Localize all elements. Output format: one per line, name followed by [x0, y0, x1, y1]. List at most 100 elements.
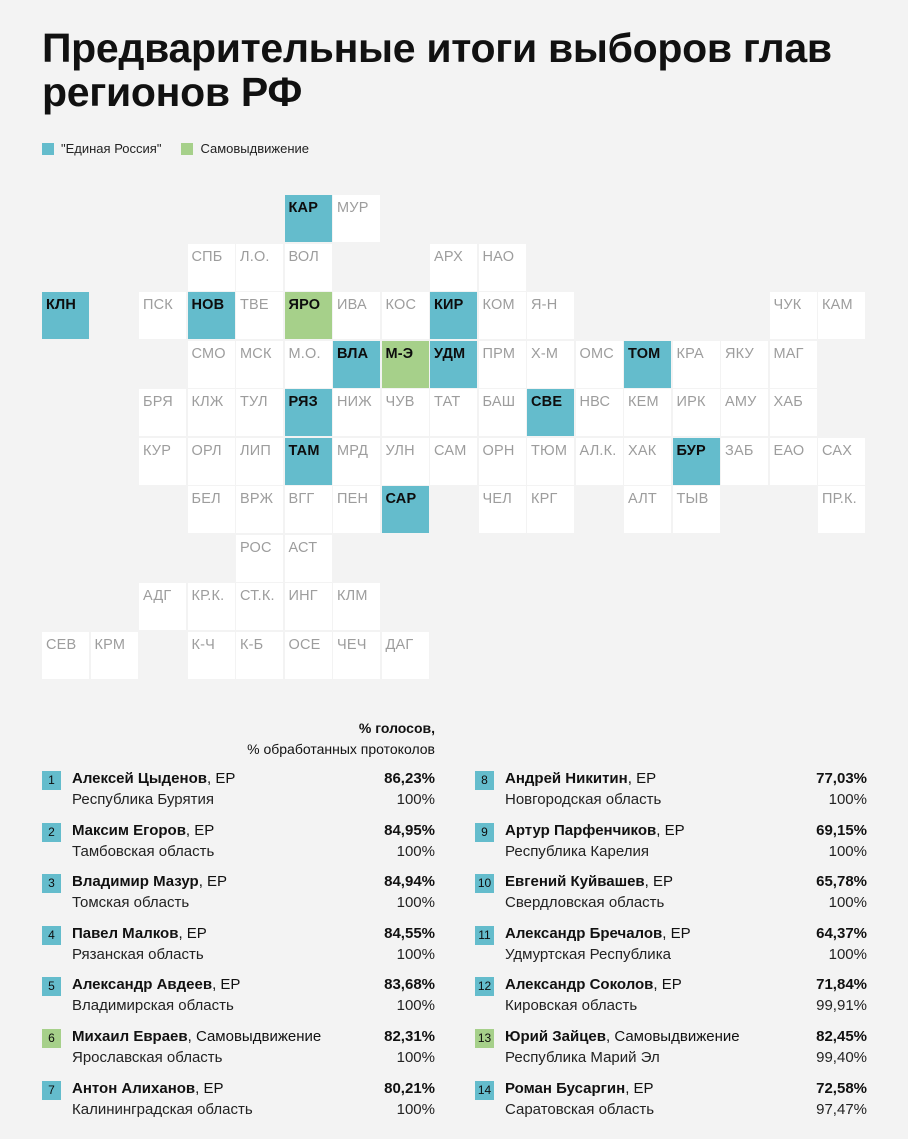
- result-row: 7 Антон Алиханов, ЕР Калининградская облас…: [42, 1076, 435, 1128]
- region-tile: НИЖ: [333, 389, 380, 436]
- region-tile: КЛН: [42, 292, 89, 339]
- region-tile: НОВ: [187, 292, 235, 339]
- region-tile: ЛИП: [236, 437, 283, 485]
- region-tile: КРГ: [527, 486, 574, 533]
- region-tile: РЯЗ: [284, 389, 332, 436]
- region-tile: Х-М: [527, 340, 574, 388]
- region-tile: УДМ: [430, 340, 477, 388]
- processed-percent: 100%: [828, 842, 867, 860]
- candidate-name-line: Михаил Евраев, Самовыдвижение: [72, 1027, 322, 1045]
- rank-badge: 9: [475, 822, 494, 842]
- candidate-region: Владимирская область: [72, 997, 234, 1015]
- result-row: 5 Александр Авдеев, ЕР Владимирская област…: [42, 972, 435, 1024]
- region-tile: КЛЖ: [187, 389, 235, 436]
- region-tile: ЧУК: [769, 292, 817, 339]
- region-tile: Я-Н: [527, 292, 574, 339]
- region-tile: БРЯ: [139, 389, 186, 436]
- vote-percent: 64,37%: [816, 924, 867, 942]
- rank-badge: 12: [475, 977, 494, 997]
- region-tile: ЗАБ: [721, 437, 768, 485]
- rank-badge: 14: [475, 1080, 494, 1100]
- vote-percent: 80,21%: [384, 1079, 435, 1097]
- vote-percent: 84,95%: [384, 821, 435, 839]
- result-row: 14 Роман Бусаргин, ЕР Саратовская область 7…: [475, 1076, 867, 1128]
- candidate-name-line: Юрий Зайцев, Самовыдвижение: [505, 1027, 740, 1045]
- vote-percent: 84,94%: [384, 873, 435, 891]
- candidate-name: Евгений Куйвашев: [505, 873, 645, 891]
- rank-badge: 8: [475, 771, 494, 790]
- region-tile: КР.К.: [187, 583, 235, 630]
- result-row: 10 Евгений Куйвашев, ЕР Свердловская облас…: [475, 869, 867, 921]
- region-tile: ВЛА: [333, 340, 380, 388]
- candidate-name-line: Антон Алиханов, ЕР: [72, 1079, 224, 1097]
- result-row: 12 Александр Соколов, ЕР Кировская область…: [475, 972, 867, 1024]
- region-tile: АЛ.К.: [575, 437, 623, 485]
- region-tile: ЕАО: [769, 437, 817, 485]
- region-tile: КЛМ: [333, 583, 380, 630]
- region-tile: САР: [381, 486, 429, 533]
- legend-swatch-er: [42, 142, 54, 155]
- region-tile: ХАК: [624, 437, 671, 485]
- results-header-protocols: % обработанных протоколов: [247, 741, 435, 757]
- vote-percent: 71,84%: [816, 976, 867, 994]
- region-tile: КРА: [672, 340, 720, 388]
- region-tile: ОСЕ: [284, 631, 332, 679]
- region-tile: ИРК: [672, 389, 720, 436]
- region-tile: М-Э: [381, 340, 429, 388]
- region-tile: ТАМ: [284, 437, 332, 485]
- legend-swatch-sv: [181, 142, 194, 155]
- legend-item-sv: Самовыдвижение: [181, 141, 309, 156]
- region-tile: АЛТ: [624, 486, 671, 533]
- region-tile: КЕМ: [624, 389, 671, 436]
- processed-percent: 97,47%: [816, 1100, 867, 1118]
- candidate-party: ЕР: [194, 821, 215, 839]
- region-tile: МСК: [236, 340, 283, 388]
- region-tile: СВЕ: [527, 389, 574, 436]
- candidate-region: Саратовская область: [505, 1100, 655, 1118]
- candidate-name: Алексей Цыденов: [72, 770, 207, 787]
- candidate-name-line: Андрей Никитин, ЕР: [505, 770, 657, 787]
- result-row: 6 Михаил Евраев, Самовыдвижение Ярославска…: [42, 1024, 435, 1076]
- region-tile: БУР: [672, 437, 720, 485]
- region-tile: КИР: [430, 292, 477, 339]
- candidate-party: ЕР: [203, 1079, 224, 1097]
- result-row: 13 Юрий Зайцев, Самовыдвижение Республика …: [475, 1024, 867, 1076]
- region-tile: ИВА: [333, 292, 380, 339]
- vote-percent: 86,23%: [384, 770, 435, 787]
- region-tile: ТЫВ: [672, 486, 720, 533]
- region-tile: АСТ: [284, 534, 332, 582]
- region-tile: ТУЛ: [236, 389, 283, 436]
- results-list-left: 1 Алексей Цыденов, ЕР Республика Бурятия 86…: [42, 766, 435, 1127]
- region-tile: СМО: [187, 340, 235, 388]
- candidate-region: Новгородская область: [505, 791, 662, 808]
- rank-badge: 7: [42, 1080, 61, 1100]
- region-tile: БАШ: [478, 389, 526, 436]
- processed-percent: 100%: [396, 1048, 435, 1066]
- candidate-region: Ярославская область: [72, 1048, 223, 1066]
- region-tile: АМУ: [721, 389, 768, 436]
- candidate-party: ЕР: [664, 821, 685, 839]
- processed-percent: 99,40%: [816, 1048, 867, 1066]
- candidate-region: Тамбовская область: [72, 842, 215, 860]
- region-tile: ПР.К.: [818, 486, 865, 533]
- region-tile: ЧЕЛ: [478, 486, 526, 533]
- result-row: 11 Александр Бречалов, ЕР Удмуртская Респу…: [475, 921, 867, 973]
- candidate-party: ЕР: [661, 976, 682, 994]
- result-row: 3 Владимир Мазур, ЕР Томская область 84,94%…: [42, 869, 435, 921]
- region-tile: СЕВ: [42, 631, 89, 679]
- candidate-name: Владимир Мазур: [72, 873, 199, 891]
- region-tile: ТВЕ: [236, 292, 283, 339]
- rank-badge: 1: [42, 771, 61, 790]
- processed-percent: 100%: [396, 894, 435, 912]
- candidate-name-line: Александр Бречалов, ЕР: [505, 924, 691, 942]
- region-tile: ТОМ: [624, 340, 671, 388]
- region-tile: МУР: [333, 195, 380, 242]
- vote-percent: 72,58%: [816, 1079, 867, 1097]
- candidate-name-line: Роман Бусаргин, ЕР: [505, 1079, 654, 1097]
- candidate-name: Александр Соколов: [505, 976, 654, 994]
- region-tile: ЧУВ: [381, 389, 429, 436]
- result-row: 8 Андрей Никитин, ЕР Новгородская область 7…: [475, 766, 867, 818]
- result-row: 2 Максим Егоров, ЕР Тамбовская область 84,9…: [42, 818, 435, 870]
- candidate-name-line: Максим Егоров, ЕР: [72, 821, 215, 839]
- region-tile: СТ.К.: [236, 583, 283, 630]
